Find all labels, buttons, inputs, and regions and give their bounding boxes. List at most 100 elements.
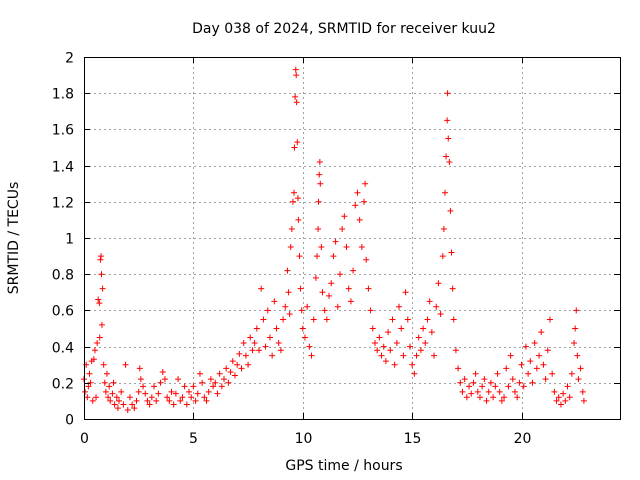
data-point (540, 361, 547, 368)
data-point (172, 390, 179, 397)
data-point (437, 311, 444, 318)
data-point (194, 390, 201, 397)
axis-ticks (84, 57, 620, 420)
data-point (256, 347, 263, 354)
data-point (210, 383, 217, 390)
data-point (455, 365, 462, 372)
data-point (291, 189, 298, 196)
data-point (529, 379, 536, 386)
data-point (443, 153, 450, 160)
data-point (417, 347, 424, 354)
data-point (105, 394, 112, 401)
x-tick-label: 0 (80, 431, 89, 447)
data-point (518, 361, 525, 368)
data-point (435, 280, 442, 287)
data-point (330, 253, 337, 260)
data-point (124, 406, 131, 413)
data-point (509, 376, 516, 383)
data-point (249, 347, 256, 354)
data-point (225, 379, 232, 386)
data-point (116, 397, 123, 404)
data-point (155, 390, 162, 397)
data-point (262, 343, 269, 350)
y-tick-label: 0.4 (52, 341, 74, 357)
data-point (98, 271, 105, 278)
data-point (289, 198, 296, 205)
data-point (266, 334, 273, 341)
data-point (374, 347, 381, 354)
data-point (385, 329, 392, 336)
data-point (98, 253, 105, 260)
data-point (137, 376, 144, 383)
data-point (282, 303, 289, 310)
data-point (179, 394, 186, 401)
y-tick-label: 2 (65, 51, 74, 67)
data-point (287, 244, 294, 251)
data-point (310, 316, 317, 323)
data-point (212, 379, 219, 386)
data-point (186, 388, 193, 395)
data-point (560, 390, 567, 397)
data-point (292, 93, 299, 100)
data-point (245, 361, 252, 368)
data-point (459, 388, 466, 395)
data-point (326, 292, 333, 299)
data-point (378, 352, 385, 359)
data-point (396, 303, 403, 310)
data-point (336, 271, 343, 278)
data-point (234, 361, 241, 368)
data-point (100, 361, 107, 368)
data-point (350, 267, 357, 274)
data-point (133, 397, 140, 404)
data-point (82, 388, 89, 395)
data-point (441, 189, 448, 196)
data-point (86, 370, 93, 377)
data-point (111, 401, 118, 408)
data-point (170, 401, 177, 408)
data-point (129, 401, 136, 408)
data-point (571, 339, 578, 346)
data-point (536, 352, 543, 359)
data-point (382, 358, 389, 365)
data-point (188, 394, 195, 401)
data-point (380, 343, 387, 350)
data-point (291, 144, 298, 151)
data-point (168, 388, 175, 395)
data-point (142, 390, 149, 397)
data-point (568, 370, 575, 377)
data-point (98, 321, 105, 328)
data-point (203, 397, 210, 404)
data-point (562, 397, 569, 404)
data-point (253, 325, 260, 332)
data-point (199, 379, 206, 386)
data-point (575, 376, 582, 383)
data-point (363, 256, 370, 263)
data-point (452, 347, 459, 354)
data-point (102, 388, 109, 395)
data-point (553, 397, 560, 404)
data-point (183, 401, 190, 408)
data-point (334, 303, 341, 310)
data-point (318, 244, 325, 251)
data-point (264, 307, 271, 314)
data-point (285, 289, 292, 296)
data-point (260, 316, 267, 323)
y-tick-label: 1.4 (52, 160, 74, 176)
data-point (457, 379, 464, 386)
data-point (400, 352, 407, 359)
data-point (135, 388, 142, 395)
data-point (426, 298, 433, 305)
data-point (447, 207, 454, 214)
data-point (122, 361, 129, 368)
data-point (339, 225, 346, 232)
data-point (479, 383, 486, 390)
data-point (347, 298, 354, 305)
data-point (304, 303, 311, 310)
data-point (494, 370, 501, 377)
data-point (196, 370, 203, 377)
data-point (175, 376, 182, 383)
data-point (207, 376, 214, 383)
y-tick-label: 0.6 (52, 304, 74, 320)
data-point (316, 171, 323, 178)
